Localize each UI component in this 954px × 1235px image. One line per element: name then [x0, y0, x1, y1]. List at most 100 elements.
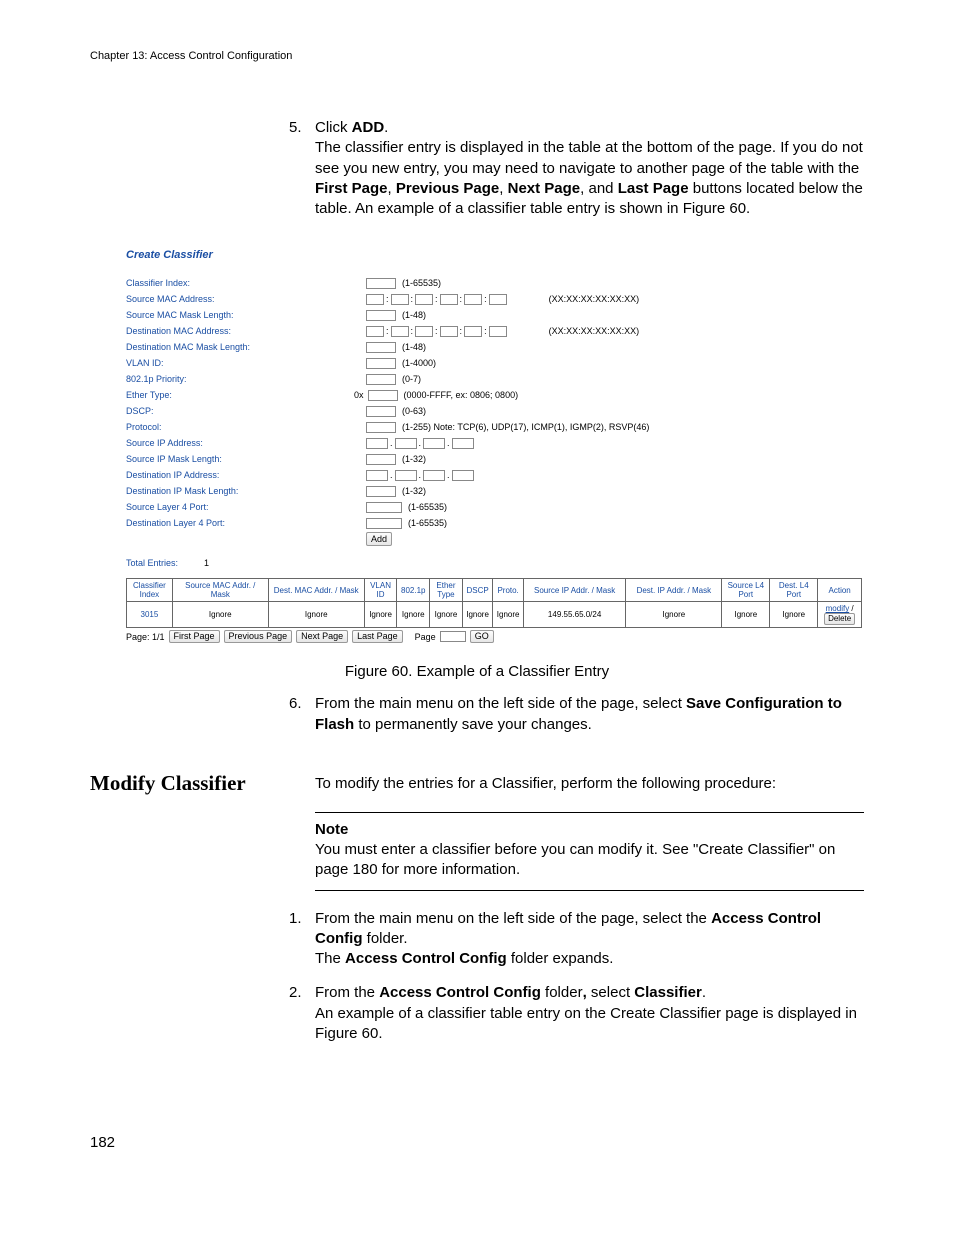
- th-action: Action: [818, 579, 862, 602]
- hint-dmac-len: (1-48): [402, 342, 426, 352]
- input-smac-4[interactable]: [440, 294, 458, 305]
- next-page-button[interactable]: Next Page: [296, 630, 348, 643]
- input-dip-2[interactable]: [395, 470, 417, 481]
- label-dip: Destination IP Address:: [126, 470, 366, 480]
- table-header-row: Classifier Index Source MAC Addr. / Mask…: [127, 579, 862, 602]
- mstep2-sel: select: [591, 984, 634, 1001]
- label-dport: Destination Layer 4 Port:: [126, 518, 366, 528]
- note-block: Note You must enter a classifier before …: [315, 812, 864, 891]
- mstep2-line2: An example of a classifier table entry o…: [315, 1004, 864, 1045]
- hint-sip-len: (1-32): [402, 454, 426, 464]
- note-title: Note: [315, 820, 864, 840]
- mstep1-line2-post: folder expands.: [507, 950, 614, 967]
- input-dmac-1[interactable]: [366, 326, 384, 337]
- input-smac-1[interactable]: [366, 294, 384, 305]
- mstep2-post: .: [702, 984, 706, 1001]
- cell-vlan: Ignore: [364, 602, 397, 628]
- modify-link[interactable]: modify: [826, 604, 850, 613]
- th-ether-type: Ether Type: [430, 579, 463, 602]
- input-dmac-4[interactable]: [440, 326, 458, 337]
- step-number-6: 6.: [289, 694, 302, 714]
- step5-cont: The classifier entry is displayed in the…: [315, 139, 863, 176]
- input-dmac-len[interactable]: [366, 342, 396, 353]
- input-ether-type[interactable]: [368, 390, 398, 401]
- cell-sip: 149.55.65.0/24: [523, 602, 626, 628]
- input-classifier-index[interactable]: [366, 278, 396, 289]
- th-dip: Dest. IP Addr. / Mask: [626, 579, 722, 602]
- first-page-button[interactable]: First Page: [169, 630, 220, 643]
- form-section-title: Create Classifier: [126, 249, 862, 261]
- input-vlan[interactable]: [366, 358, 396, 369]
- last-page-button[interactable]: Last Page: [352, 630, 403, 643]
- input-smac-5[interactable]: [464, 294, 482, 305]
- hint-dscp: (0-63): [402, 406, 426, 416]
- label-protocol: Protocol:: [126, 422, 366, 432]
- th-dest-mac: Dest. MAC Addr. / Mask: [268, 579, 364, 602]
- input-smac-3[interactable]: [415, 294, 433, 305]
- input-sip-len[interactable]: [366, 454, 396, 465]
- hint-protocol: (1-255) Note: TCP(6), UDP(17), ICMP(1), …: [402, 422, 649, 432]
- input-protocol[interactable]: [366, 422, 396, 433]
- mstep2-num: 2.: [289, 983, 302, 1003]
- mstep2-bold1: Access Control Config: [379, 984, 541, 1001]
- input-sip-2[interactable]: [395, 438, 417, 449]
- page-number: 182: [90, 1134, 864, 1151]
- th-sport: Source L4 Port: [722, 579, 770, 602]
- th-vlan: VLAN ID: [364, 579, 397, 602]
- add-button[interactable]: Add: [366, 532, 392, 546]
- step5-last-page: Last Page: [618, 180, 689, 197]
- classifier-table: Classifier Index Source MAC Addr. / Mask…: [126, 578, 862, 628]
- mstep1-line2-bold: Access Control Config: [345, 950, 507, 967]
- input-smac-6[interactable]: [489, 294, 507, 305]
- input-dip-1[interactable]: [366, 470, 388, 481]
- input-smac-2[interactable]: [391, 294, 409, 305]
- figure-create-classifier: Create Classifier Classifier Index:(1-65…: [126, 249, 862, 643]
- step-number-5: 5.: [289, 118, 302, 138]
- step5-line1-pre: Click: [315, 119, 352, 136]
- input-dip-3[interactable]: [423, 470, 445, 481]
- input-dmac-5[interactable]: [464, 326, 482, 337]
- page-input[interactable]: [440, 631, 466, 642]
- label-dmac: Destination MAC Address:: [126, 326, 366, 336]
- hint-vlan: (1-4000): [402, 358, 436, 368]
- input-sip-1[interactable]: [366, 438, 388, 449]
- input-sip-3[interactable]: [423, 438, 445, 449]
- figure-caption: Figure 60. Example of a Classifier Entry: [90, 663, 864, 680]
- prefix-0x: 0x: [354, 390, 364, 400]
- input-dip-len[interactable]: [366, 486, 396, 497]
- input-dscp[interactable]: [366, 406, 396, 417]
- cell-dport: Ignore: [770, 602, 818, 628]
- chapter-header: Chapter 13: Access Control Configuration: [90, 50, 864, 62]
- input-dmac-6[interactable]: [489, 326, 507, 337]
- delete-button[interactable]: Delete: [824, 613, 855, 625]
- label-dip-len: Destination IP Mask Length:: [126, 486, 366, 496]
- cell-etype: Ignore: [430, 602, 463, 628]
- step5-line1-post: .: [384, 119, 388, 136]
- section-heading-modify-classifier: Modify Classifier: [90, 771, 315, 796]
- input-sip-4[interactable]: [452, 438, 474, 449]
- step5-next-page: Next Page: [508, 180, 581, 197]
- hint-dip-len: (1-32): [402, 486, 426, 496]
- input-8021p[interactable]: [366, 374, 396, 385]
- input-dmac-3[interactable]: [415, 326, 433, 337]
- cell-proto: Ignore: [493, 602, 524, 628]
- input-sport[interactable]: [366, 502, 402, 513]
- input-smac-len[interactable]: [366, 310, 396, 321]
- mstep1-pre: From the main menu on the left side of t…: [315, 910, 711, 927]
- cell-idx: 3015: [127, 602, 173, 628]
- table-row: 3015 Ignore Ignore Ignore Ignore Ignore …: [127, 602, 862, 628]
- label-ether-type: Ether Type:: [126, 390, 366, 400]
- mstep2-mid: folder: [541, 984, 583, 1001]
- step6-pre: From the main menu on the left side of t…: [315, 695, 686, 712]
- hint-dport: (1-65535): [408, 518, 447, 528]
- page-label: Page: 1/1: [126, 632, 165, 642]
- hint-dmac: (XX:XX:XX:XX:XX:XX): [549, 326, 640, 336]
- input-dmac-2[interactable]: [391, 326, 409, 337]
- input-dip-4[interactable]: [452, 470, 474, 481]
- cell-8021p: Ignore: [397, 602, 430, 628]
- previous-page-button[interactable]: Previous Page: [224, 630, 293, 643]
- cell-action: modify / Delete: [818, 602, 862, 628]
- label-8021p: 802.1p Priority:: [126, 374, 366, 384]
- go-button[interactable]: GO: [470, 630, 494, 643]
- input-dport[interactable]: [366, 518, 402, 529]
